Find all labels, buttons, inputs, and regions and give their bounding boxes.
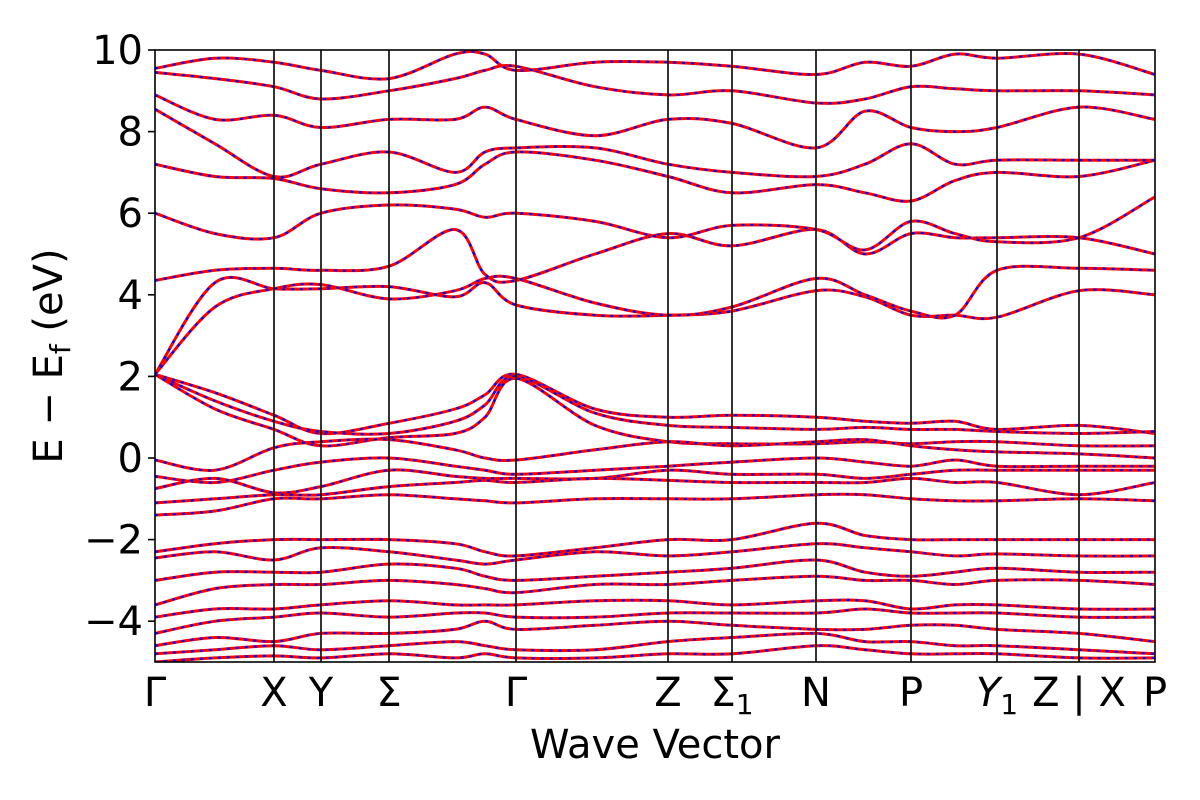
band-line-dashed-4 bbox=[155, 276, 1155, 376]
band-line-dashed-23 bbox=[155, 607, 1155, 635]
band-line-9 bbox=[155, 107, 1155, 179]
x-tick-label: Y bbox=[308, 670, 334, 716]
band-line-dashed-17 bbox=[155, 493, 1155, 517]
y-tick-label: 0 bbox=[118, 436, 143, 482]
band-line-10 bbox=[155, 93, 1155, 150]
band-line-dashed-7 bbox=[155, 195, 1155, 252]
band-line-dashed-6 bbox=[155, 228, 1155, 284]
x-tick-label: N bbox=[801, 670, 831, 716]
band-line-5 bbox=[155, 264, 1155, 376]
band-line-dashed-25 bbox=[155, 632, 1155, 655]
band-line-dashed-9 bbox=[155, 108, 1155, 179]
x-tick-label: Σ bbox=[376, 670, 401, 716]
band-line-2 bbox=[155, 373, 1155, 436]
x-tick-label: Z | X bbox=[1032, 670, 1126, 716]
x-tick-label: Z bbox=[654, 670, 681, 716]
x-tick-label: Γ bbox=[505, 670, 528, 716]
band-line-11 bbox=[155, 64, 1155, 105]
band-line-20 bbox=[155, 558, 1155, 582]
band-line-dashed-26 bbox=[155, 644, 1155, 662]
band-line-dashed-3 bbox=[155, 373, 1155, 448]
band-line-dashed-5 bbox=[155, 265, 1155, 376]
band-line-17 bbox=[155, 492, 1155, 517]
y-tick-label: −2 bbox=[84, 518, 143, 564]
band-line-dashed-20 bbox=[155, 558, 1155, 582]
x-tick-label: Σ1 bbox=[710, 670, 753, 721]
y-tick-label: 10 bbox=[92, 28, 143, 74]
band-line-dashed-19 bbox=[155, 542, 1155, 566]
band-line-12 bbox=[155, 50, 1155, 81]
x-axis-ticks: Γ X Y Σ Γ Z Σ1 N P Y1 Z | X P bbox=[144, 670, 1167, 721]
x-axis-label: Wave Vector bbox=[530, 722, 781, 768]
band-line-dashed-11 bbox=[155, 64, 1155, 105]
band-line-dashed-15 bbox=[155, 468, 1155, 495]
band-line-dashed-2 bbox=[155, 373, 1155, 436]
y-tick-label: −4 bbox=[84, 599, 143, 645]
plot-frame bbox=[154, 49, 1156, 663]
y-tick-label: 8 bbox=[118, 110, 143, 156]
band-line-4 bbox=[155, 275, 1155, 376]
high-symmetry-lines bbox=[273, 50, 1080, 662]
y-tick-label: 4 bbox=[118, 273, 143, 319]
bands-layer bbox=[155, 50, 1155, 662]
band-line-3 bbox=[155, 373, 1155, 448]
band-line-dashed-12 bbox=[155, 50, 1155, 81]
band-line-dashed-16 bbox=[155, 477, 1155, 504]
y-axis-label: E − Ef (eV) bbox=[26, 248, 77, 463]
y-axis-ticks: −4 −2 0 2 4 6 8 10 bbox=[84, 28, 155, 645]
band-line-dashed-22 bbox=[155, 598, 1155, 619]
x-tick-label: P bbox=[1143, 670, 1167, 716]
y-tick-label: 2 bbox=[118, 354, 143, 400]
x-tick-label: X bbox=[260, 670, 287, 716]
x-tick-label: Y1 bbox=[976, 670, 1018, 721]
y-tick-label: 6 bbox=[118, 191, 143, 237]
x-tick-label: P bbox=[899, 670, 923, 716]
x-tick-label: Γ bbox=[144, 670, 167, 716]
